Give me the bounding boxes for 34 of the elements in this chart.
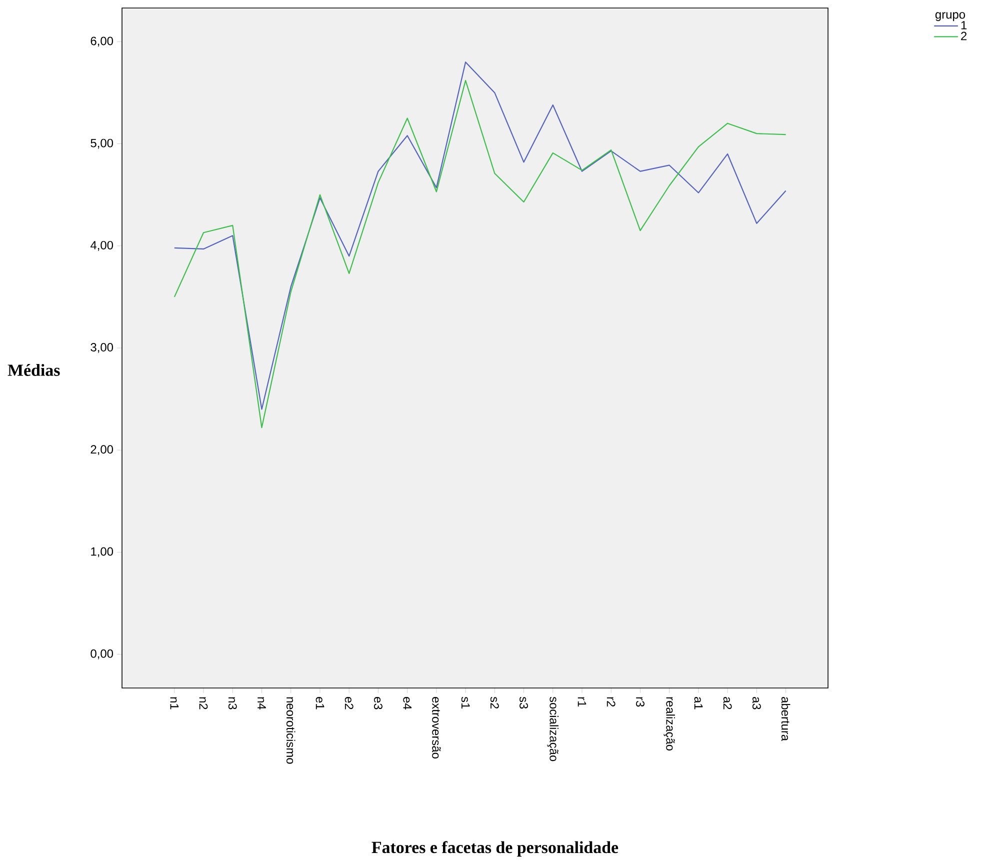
- y-tick-label: 0,00: [90, 649, 114, 660]
- y-tick-label: 4,00: [90, 240, 114, 251]
- x-tick-label: n2: [199, 697, 208, 710]
- x-tick-label: s3: [520, 696, 528, 709]
- legend-label: 1: [961, 21, 967, 30]
- x-tick-label: e1: [316, 697, 324, 710]
- x-tick-label: abertura: [781, 697, 790, 742]
- x-tick-label: r1: [578, 697, 586, 707]
- x-tick-label: a2: [723, 697, 732, 710]
- x-tick-label: r2: [606, 697, 616, 707]
- x-tick-label: r3: [636, 697, 644, 707]
- x-tick-label: s1: [461, 696, 470, 709]
- y-tick-label: 1,00: [91, 547, 114, 558]
- legend-title: grupo: [935, 12, 966, 22]
- x-tick-label: neoroticismo: [286, 697, 296, 764]
- x-tick-label: realização: [664, 697, 675, 750]
- x-tick-label: n4: [258, 697, 266, 710]
- x-tick-label: n1: [170, 697, 179, 710]
- x-tick-label: e4: [403, 697, 412, 710]
- x-tick-label: a3: [752, 697, 761, 710]
- x-tick-label: e2: [344, 697, 354, 710]
- x-tick-label: a1: [694, 697, 703, 710]
- x-tick-label: e3: [374, 697, 382, 710]
- x-tick-label: socialização: [547, 696, 558, 762]
- x-tick-label: n3: [228, 697, 237, 710]
- y-tick-label: 5,00: [90, 138, 114, 149]
- x-axis-title: Fatores e facetas de personalidade: [372, 841, 618, 857]
- legend-label: 2: [961, 32, 967, 40]
- y-axis-title: Médias: [8, 364, 60, 376]
- x-tick-label: s2: [490, 696, 499, 709]
- y-tick-label: 2,00: [90, 445, 114, 456]
- x-tick-label: extroversão: [432, 697, 441, 758]
- y-tick-label: 3,00: [90, 343, 114, 353]
- y-tick-label: 6,00: [90, 36, 114, 47]
